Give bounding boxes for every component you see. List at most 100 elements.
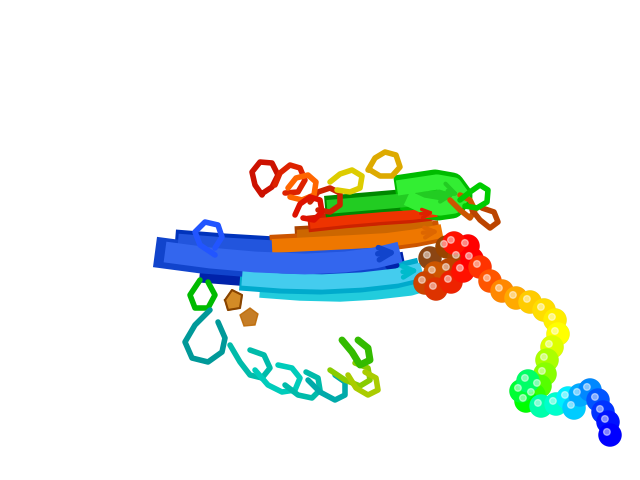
Circle shape bbox=[592, 401, 614, 423]
Circle shape bbox=[597, 411, 619, 433]
Circle shape bbox=[547, 323, 569, 345]
Circle shape bbox=[505, 287, 527, 309]
Circle shape bbox=[550, 397, 556, 404]
Circle shape bbox=[568, 402, 574, 408]
Circle shape bbox=[599, 424, 621, 446]
Circle shape bbox=[534, 363, 556, 385]
Circle shape bbox=[523, 384, 545, 406]
Circle shape bbox=[597, 411, 619, 433]
Circle shape bbox=[484, 275, 490, 281]
Circle shape bbox=[510, 380, 532, 402]
Circle shape bbox=[520, 395, 526, 401]
Circle shape bbox=[515, 390, 537, 412]
Circle shape bbox=[509, 292, 516, 298]
Circle shape bbox=[536, 349, 558, 371]
Circle shape bbox=[538, 304, 544, 310]
Circle shape bbox=[529, 375, 551, 397]
Circle shape bbox=[534, 363, 556, 385]
Circle shape bbox=[461, 240, 468, 246]
Circle shape bbox=[491, 280, 513, 302]
Circle shape bbox=[539, 368, 545, 374]
Circle shape bbox=[452, 260, 474, 282]
Circle shape bbox=[519, 291, 541, 313]
Circle shape bbox=[604, 429, 610, 435]
Circle shape bbox=[584, 384, 590, 390]
Circle shape bbox=[515, 390, 537, 412]
Circle shape bbox=[533, 299, 555, 321]
Circle shape bbox=[517, 370, 539, 392]
Circle shape bbox=[424, 252, 430, 258]
Circle shape bbox=[466, 252, 472, 259]
Circle shape bbox=[424, 262, 446, 284]
Circle shape bbox=[544, 309, 566, 331]
Circle shape bbox=[438, 259, 460, 281]
Circle shape bbox=[534, 380, 540, 386]
Circle shape bbox=[587, 389, 609, 411]
Circle shape bbox=[429, 266, 435, 273]
Circle shape bbox=[445, 276, 451, 282]
Circle shape bbox=[469, 256, 491, 278]
Circle shape bbox=[599, 424, 621, 446]
Circle shape bbox=[579, 379, 601, 401]
Circle shape bbox=[569, 384, 591, 406]
Polygon shape bbox=[225, 290, 242, 310]
Circle shape bbox=[440, 271, 462, 293]
Circle shape bbox=[510, 380, 532, 402]
Circle shape bbox=[456, 264, 463, 271]
Circle shape bbox=[519, 291, 541, 313]
Circle shape bbox=[545, 393, 567, 415]
Circle shape bbox=[592, 401, 614, 423]
Circle shape bbox=[529, 375, 551, 397]
Circle shape bbox=[438, 259, 460, 281]
Circle shape bbox=[505, 287, 527, 309]
Circle shape bbox=[536, 349, 558, 371]
Circle shape bbox=[533, 299, 555, 321]
Circle shape bbox=[461, 248, 483, 270]
Circle shape bbox=[452, 260, 474, 282]
Circle shape bbox=[443, 232, 465, 254]
Circle shape bbox=[524, 296, 530, 302]
Circle shape bbox=[424, 262, 446, 284]
Circle shape bbox=[447, 237, 454, 243]
Circle shape bbox=[515, 384, 521, 391]
Circle shape bbox=[596, 406, 604, 412]
Polygon shape bbox=[240, 308, 258, 326]
Circle shape bbox=[436, 236, 458, 258]
Circle shape bbox=[457, 235, 479, 257]
Circle shape bbox=[557, 387, 579, 409]
Circle shape bbox=[587, 389, 609, 411]
Circle shape bbox=[419, 247, 441, 269]
Circle shape bbox=[552, 328, 558, 334]
Circle shape bbox=[414, 272, 436, 294]
Circle shape bbox=[414, 272, 436, 294]
Circle shape bbox=[436, 236, 458, 258]
Circle shape bbox=[448, 247, 470, 269]
Circle shape bbox=[491, 280, 513, 302]
Circle shape bbox=[541, 336, 563, 358]
Circle shape bbox=[579, 379, 601, 401]
Circle shape bbox=[523, 384, 545, 406]
Circle shape bbox=[517, 370, 539, 392]
Circle shape bbox=[530, 395, 552, 417]
Circle shape bbox=[425, 278, 447, 300]
Circle shape bbox=[469, 256, 491, 278]
Circle shape bbox=[563, 397, 585, 419]
Circle shape bbox=[569, 384, 591, 406]
Circle shape bbox=[457, 235, 479, 257]
Circle shape bbox=[448, 247, 470, 269]
Circle shape bbox=[452, 252, 460, 258]
Circle shape bbox=[443, 264, 449, 270]
Circle shape bbox=[545, 393, 567, 415]
Circle shape bbox=[562, 392, 568, 398]
Circle shape bbox=[534, 400, 541, 406]
Circle shape bbox=[479, 270, 501, 292]
Circle shape bbox=[547, 323, 569, 345]
Circle shape bbox=[419, 276, 425, 283]
Circle shape bbox=[527, 389, 534, 395]
Circle shape bbox=[541, 354, 547, 360]
Circle shape bbox=[563, 397, 585, 419]
Circle shape bbox=[573, 389, 580, 395]
Circle shape bbox=[591, 394, 598, 400]
Circle shape bbox=[429, 283, 436, 289]
Circle shape bbox=[557, 387, 579, 409]
